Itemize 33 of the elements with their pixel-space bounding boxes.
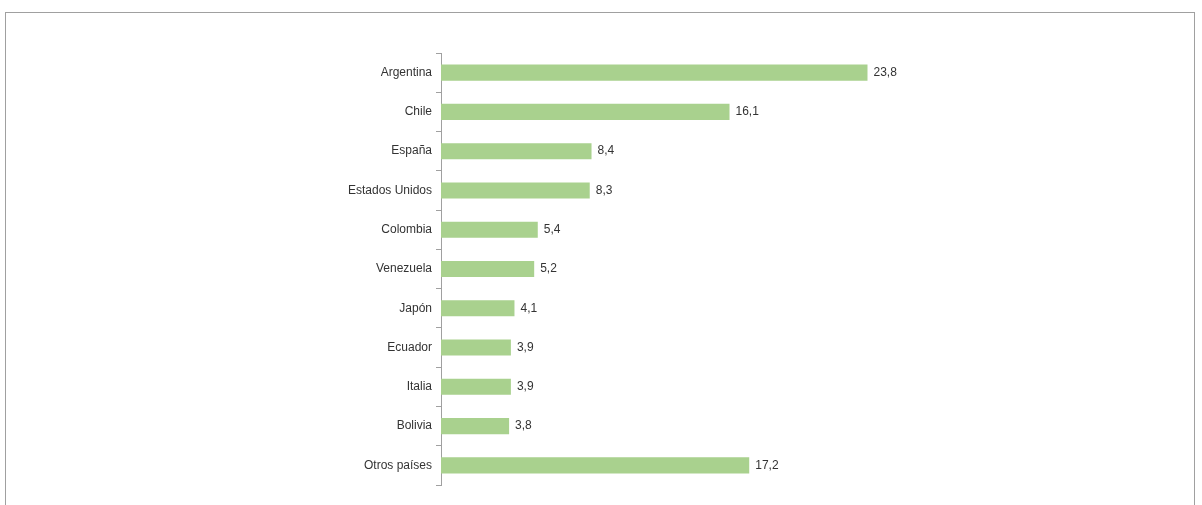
- bar: [441, 64, 868, 81]
- y-tick-label: Italia: [406, 379, 433, 394]
- data-label: 3,9: [516, 339, 534, 354]
- data-label: 23,8: [873, 64, 898, 79]
- y-tick-label: Ecuador: [387, 339, 432, 354]
- y-tick-label: España: [391, 143, 433, 158]
- bar: [441, 221, 538, 238]
- y-tick-label: Venezuela: [375, 261, 433, 276]
- data-label: 5,4: [543, 222, 561, 237]
- bar: [441, 418, 510, 435]
- data-label: 5,2: [540, 261, 558, 276]
- data-label: 8,4: [597, 143, 615, 158]
- bar: [441, 182, 590, 199]
- bar: [441, 457, 750, 474]
- data-label: 4,1: [520, 300, 538, 315]
- y-tick-label: Estados Unidos: [347, 182, 432, 197]
- bar: [441, 378, 511, 395]
- bar: [441, 300, 515, 317]
- data-label: 3,9: [516, 379, 534, 394]
- y-tick-label: Chile: [404, 104, 433, 119]
- y-tick-label: Japón: [399, 300, 432, 315]
- y-tick-label: Colombia: [381, 222, 433, 237]
- data-label: 16,1: [735, 104, 760, 119]
- bar: [441, 339, 511, 356]
- data-label: 17,2: [755, 457, 779, 472]
- y-tick-label: Bolivia: [396, 418, 433, 433]
- data-label: 8,3: [595, 182, 613, 197]
- bar: [441, 103, 730, 120]
- bar: [441, 260, 535, 278]
- data-label: 3,8: [515, 418, 533, 433]
- y-tick-label: Otros países: [363, 457, 432, 472]
- bar: [441, 143, 592, 160]
- y-tick-label: Argentina: [380, 64, 433, 79]
